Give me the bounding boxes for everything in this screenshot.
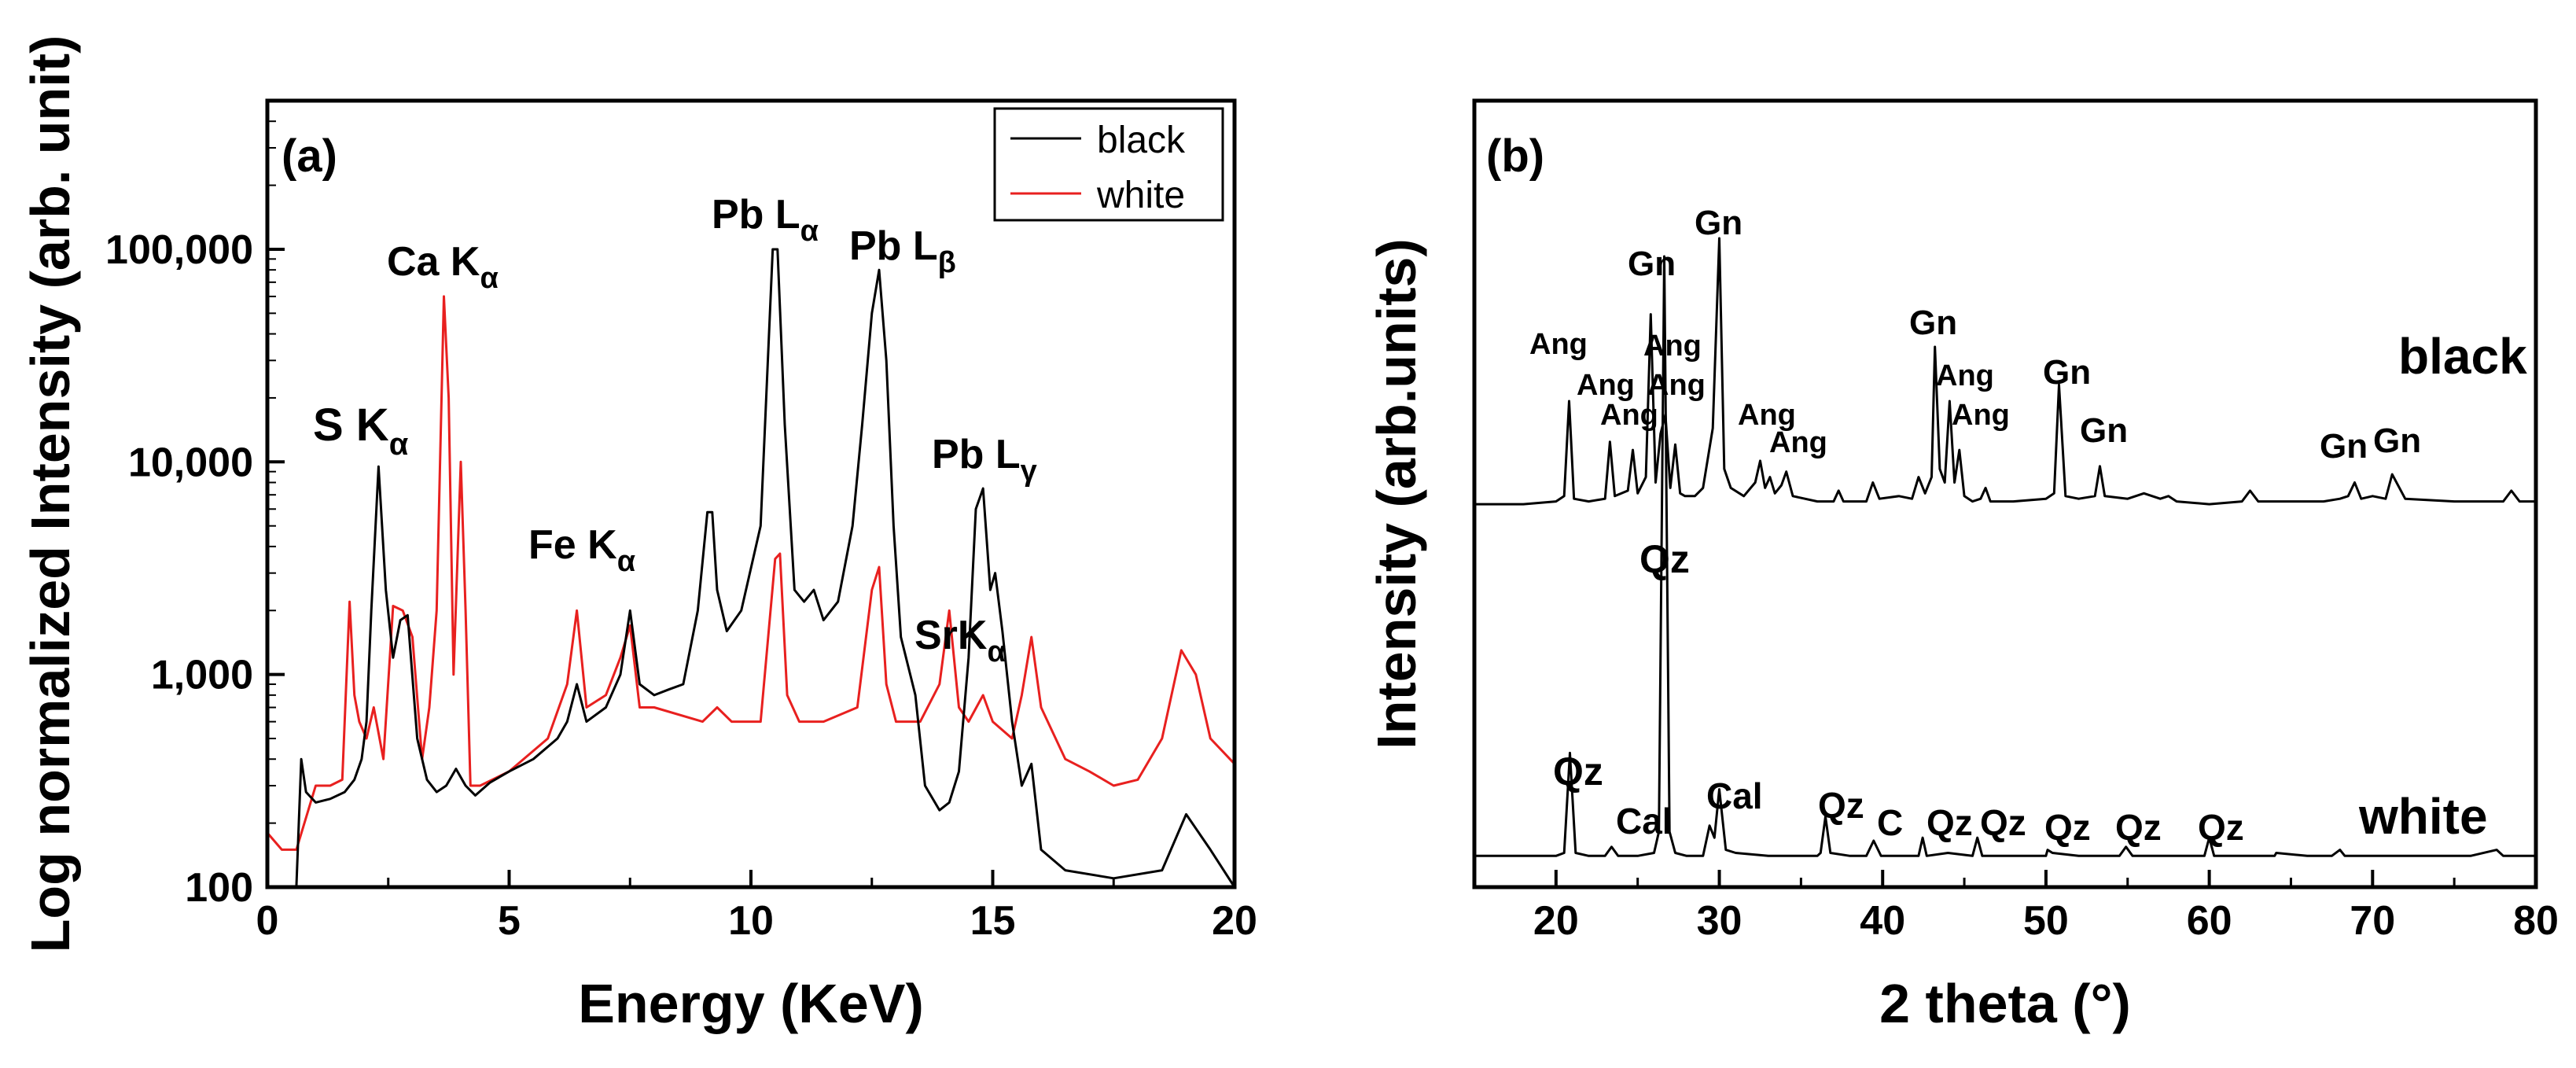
legend-entry-white: white (1096, 175, 1185, 216)
annotation-gn-4: Gn (2043, 353, 2091, 392)
panel-a-x-tick-label: 0 (256, 898, 279, 944)
panel-b-series-black (1474, 237, 2536, 506)
annotation-ang-4: Ang (1643, 330, 1702, 363)
panel-a-x-tick-label: 10 (728, 898, 774, 944)
annotation-gn-5: Gn (2080, 411, 2128, 450)
panel-b-label: (b) (1486, 131, 1544, 182)
annotation-qz-3: Qz (1926, 802, 1973, 843)
panel-b-ticks: 20 30 40 50 60 70 80 (1473, 870, 2559, 944)
annotation-qz-2: Qz (1818, 785, 1864, 826)
panel-a-legend: black white (993, 107, 1224, 222)
panel-a-energy-spectrum: 0 5 10 15 20 100 1,000 10,000 100,000 (a) black … (20, 35, 1257, 1034)
legend-box (993, 107, 1224, 222)
panel-b-x-tick-label: 70 (2350, 898, 2395, 944)
annotation-qz-1: Qz (1553, 749, 1603, 794)
annotation-sr-k-alpha: SrKα (914, 613, 1006, 668)
panel-b-x-axis-label: 2 theta (°) (1879, 973, 2131, 1034)
panel-b-xrd-pattern: 20 30 40 50 60 70 80 (b) black white Ang Ang A… (1366, 98, 2559, 1034)
panel-b-x-tick-label: 50 (2023, 898, 2069, 944)
annotation-pb-l-alpha: Pb Lα (712, 192, 819, 248)
panel-b-x-tick-label: 60 (2187, 898, 2232, 944)
panel-a-label: (a) (282, 131, 337, 182)
panel-a-y-tick-label: 100 (185, 865, 253, 911)
annotation-gn-3: Gn (1909, 304, 1957, 342)
panel-b-x-tick-label: 20 (1533, 898, 1579, 944)
series-label-black: black (2398, 328, 2527, 385)
annotation-qz-main: Qz (1639, 537, 1690, 581)
annotation-cal-2: Cal (1706, 775, 1763, 816)
annotation-gn-1: Gn (1628, 245, 1676, 283)
panel-a-x-tick-label: 5 (498, 898, 521, 944)
annotation-qz-7: Qz (2198, 807, 2244, 848)
annotation-ang-9: Ang (1952, 399, 2010, 432)
panel-a-y-tick-label: 1,000 (151, 653, 253, 698)
panel-a-x-tick-label: 20 (1212, 898, 1257, 944)
panel-a-peak-annotations: S Kα Ca Kα Fe Kα Pb Lα Pb Lβ SrKα Pb Lγ (313, 192, 1037, 668)
annotation-ang-6: Ang (1738, 399, 1796, 432)
annotation-pb-l-gamma: Pb Lγ (932, 432, 1037, 488)
annotation-fe-k-alpha: Fe Kα (528, 522, 635, 578)
panel-b-series-white (1474, 255, 2536, 857)
annotation-ang-1: Ang (1529, 328, 1588, 361)
annotation-qz-4: Qz (1980, 802, 2026, 843)
panel-a-y-axis-label: Log normalized Intensity (arb. unit) (20, 35, 81, 953)
annotation-c: C (1877, 802, 1903, 843)
panel-a-x-axis-label: Energy (KeV) (578, 973, 924, 1034)
annotation-ang-8: Ang (1936, 359, 1994, 392)
annotation-ca-k-alpha: Ca Kα (387, 239, 499, 295)
panel-a-x-tick-label: 15 (970, 898, 1016, 944)
panel-a-ticks: 0 5 10 15 20 100 1,000 10,000 100,000 (105, 100, 1257, 944)
annotation-ang-7: Ang (1769, 426, 1827, 459)
panel-b-plot-frame (1472, 98, 2538, 889)
annotation-gn-2: Gn (1695, 204, 1742, 242)
annotation-s-k-alpha: S Kα (313, 400, 409, 462)
annotation-ang-3: Ang (1600, 399, 1658, 432)
annotation-gn-6: Gn (2320, 427, 2368, 466)
annotation-qz-5: Qz (2044, 807, 2091, 848)
annotation-cal-1: Cal (1616, 801, 1673, 842)
panel-b-series (1474, 237, 2536, 857)
annotation-gn-7: Gn (2373, 422, 2421, 460)
panel-a-series-black (267, 248, 1236, 889)
panel-a-series (266, 248, 1236, 889)
series-label-white: white (2358, 788, 2488, 845)
panel-b-x-tick-label: 40 (1860, 898, 1905, 944)
annotation-qz-6: Qz (2115, 807, 2162, 848)
legend-entry-black: black (1097, 120, 1186, 161)
annotation-ang-5: Ang (1647, 369, 1706, 402)
panel-b-y-axis-label: Intensity (arb.units) (1366, 238, 1427, 749)
annotation-ang-2: Ang (1577, 369, 1635, 402)
panel-b-x-tick-label: 30 (1697, 898, 1742, 944)
panel-a-y-tick-label: 10,000 (128, 440, 253, 485)
panel-a-y-tick-label: 100,000 (105, 227, 253, 273)
annotation-pb-l-beta: Pb Lβ (849, 223, 956, 279)
panel-b-peak-annotations: Ang Ang Ang Gn Ang Ang Gn Ang Ang Gn Ang… (1529, 204, 2421, 848)
panel-b-x-tick-label: 80 (2513, 898, 2559, 944)
panel-a-series-white (266, 295, 1236, 851)
